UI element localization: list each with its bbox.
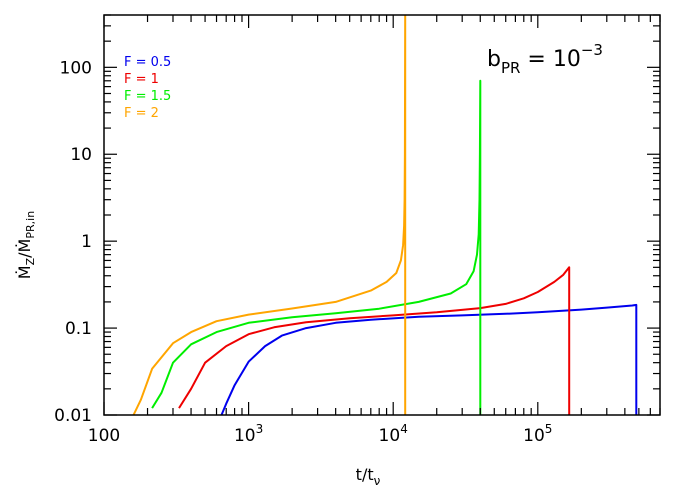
legend-entry-1: F = 0.5 [124,55,171,70]
y-tick-label: 100 [60,58,92,78]
y-tick-label: 0.1 [65,319,92,339]
y-tick-label: 10 [70,145,92,165]
series-line-1 [220,303,638,415]
plot-series [132,15,638,415]
annotation-subscript: PR [501,59,520,77]
y-axis-label: ṀZ/ṀPR,in [15,211,37,279]
series-line-4 [132,15,407,415]
series-line-2 [178,266,571,415]
annotation: bPR = 10−3 [487,41,603,77]
x-tick-label: 100 [88,426,120,446]
y-tick-label: 0.01 [54,406,92,426]
x-axis-label: t/tν [356,465,381,488]
legend-entry-2: F = 1 [124,72,159,87]
legend-entry-3: F = 1.5 [124,89,171,104]
x-tick-label: 105 [523,422,552,446]
x-tick-label: 104 [379,422,408,446]
y-tick-label: 1 [81,232,92,252]
axis-tick-labels: 100 103 104 105 0.01 0.1 1 10 100 [54,58,552,446]
plot-frame [103,14,661,416]
legend-entry-4: F = 2 [124,106,159,121]
series-line-3 [151,79,482,415]
legend: F = 0.5 F = 1 F = 1.5 F = 2 [124,55,171,121]
axis-ticks [103,14,661,416]
x-tick-label: 103 [234,422,263,446]
annotation-superscript: −3 [581,41,603,59]
